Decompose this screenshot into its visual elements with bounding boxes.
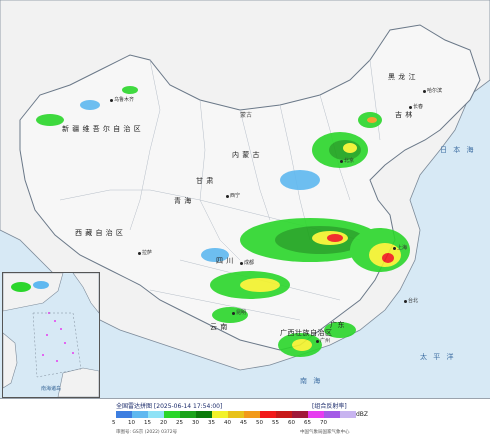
color-scale-tick: 50 (256, 420, 263, 426)
color-scale-tick: 10 (128, 420, 135, 426)
region-label-xizang: 西 藏 自 治 区 (75, 229, 124, 237)
city-dot-xining (226, 195, 229, 198)
color-swatch (180, 411, 196, 418)
legend-title: 全国雷达拼图 [2025-06-14 17:54:00] (116, 403, 223, 410)
color-scale-tick: 40 (224, 420, 231, 426)
color-swatch (244, 411, 260, 418)
color-swatch (340, 411, 356, 418)
city-label-kunming: 昆明 (236, 310, 247, 316)
legend-product: [组合反射率] (312, 403, 347, 410)
city-dot-kunming (232, 312, 235, 315)
color-swatch (148, 411, 164, 418)
color-scale (116, 411, 356, 418)
producer-credit: 中国气象局国家气象中心 (300, 430, 350, 435)
color-scale-tick: 55 (272, 420, 279, 426)
region-label-sichuan: 四 川 (216, 257, 234, 265)
city-dot-urumqi (110, 99, 113, 102)
color-scale-tick: 5 (112, 420, 116, 426)
city-label-changchun: 长春 (413, 104, 424, 110)
sea-label-pacific: 太 平 洋 (420, 353, 456, 361)
city-dot-harbin (423, 90, 426, 93)
inset-label: 南海诸岛 (41, 386, 62, 392)
city-label-harbin: 哈尔滨 (427, 88, 443, 94)
city-label-shanghai: 上海 (397, 245, 408, 251)
sea-label-japan: 日 本 海 (440, 146, 476, 154)
region-label-guangdong: 广东 (330, 321, 345, 329)
color-scale-tick: 65 (304, 420, 311, 426)
city-dot-lhasa (138, 252, 141, 255)
region-label-guangxi: 广西壮族自治区 (280, 329, 333, 337)
city-dot-beijing (340, 160, 343, 163)
color-scale-tick: 15 (144, 420, 151, 426)
color-scale-tick: 70 (320, 420, 327, 426)
city-label-beijing: 北京 (344, 158, 355, 164)
city-dot-shanghai (393, 247, 396, 250)
color-swatch (324, 411, 340, 418)
city-label-lhasa: 拉萨 (142, 250, 153, 256)
city-label-xining: 西宁 (230, 193, 241, 199)
color-scale-ticks: 5 10 15 20 25 30 35 40 45 50 55 60 65 70 (112, 420, 336, 426)
city-label-guangzhou: 广州 (320, 338, 331, 344)
color-scale-tick: 20 (160, 420, 167, 426)
region-label-jilin: 吉 林 (395, 111, 413, 119)
color-swatch (308, 411, 324, 418)
city-dot-taipei (404, 300, 407, 303)
color-scale-tick: 30 (192, 420, 199, 426)
city-dot-guangzhou (316, 340, 319, 343)
city-label-urumqi: 乌鲁木齐 (114, 97, 135, 103)
approval-number: 审图号: GS京 (2022) 0372号 (116, 430, 178, 435)
color-swatch (228, 411, 244, 418)
color-swatch (212, 411, 228, 418)
color-scale-tick: 35 (208, 420, 215, 426)
color-swatch (116, 411, 132, 418)
china-radar-map (0, 0, 490, 400)
sea-label-south-china: 南 海 (300, 377, 323, 385)
region-label-heilongjiang: 黑 龙 江 (388, 73, 416, 81)
legend-unit: dBZ (356, 411, 369, 418)
color-swatch (292, 411, 308, 418)
region-label-yunnan: 云 南 (210, 323, 228, 331)
south-china-sea-inset: 南海诸岛 (2, 272, 100, 398)
color-swatch (132, 411, 148, 418)
region-label-qinghai: 青 海 (174, 197, 192, 205)
legend-panel: 全国雷达拼图 [2025-06-14 17:54:00] [组合反射率] dBZ… (0, 398, 490, 439)
city-dot-chengdu (240, 262, 243, 265)
city-label-chengdu: 成都 (244, 260, 255, 266)
inset-map (3, 273, 99, 397)
color-swatch (196, 411, 212, 418)
region-label-gansu: 甘 肃 (196, 177, 214, 185)
radar-echoes (36, 86, 410, 357)
region-label-neimenggu: 内 蒙 古 (232, 151, 260, 159)
color-swatch (164, 411, 180, 418)
color-scale-tick: 45 (240, 420, 247, 426)
color-swatch (260, 411, 276, 418)
color-swatch (276, 411, 292, 418)
city-label-taipei: 台北 (408, 298, 419, 304)
region-label-xinjiang: 新 疆 维 吾 尔 自 治 区 (62, 125, 142, 133)
country-label-mongolia: 蒙古 (240, 112, 253, 119)
city-dot-changchun (409, 106, 412, 109)
color-scale-tick: 60 (288, 420, 295, 426)
color-scale-tick: 25 (176, 420, 183, 426)
